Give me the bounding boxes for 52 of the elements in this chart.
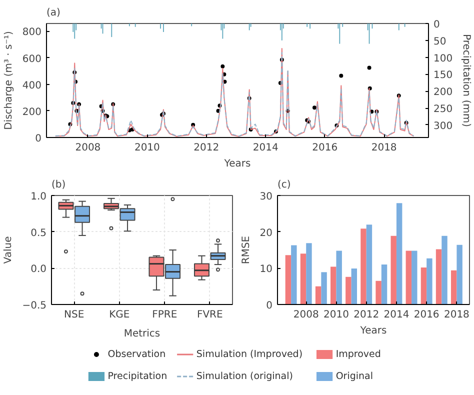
y-tick-label: 30: [260, 192, 273, 202]
y2-tick-label: 250: [434, 104, 453, 116]
x-tick-label: 2008: [75, 142, 101, 154]
x-tick-label: 2014: [384, 310, 410, 320]
x-tick-label: 2008: [293, 310, 319, 320]
x-tick-label: 2014: [252, 142, 278, 154]
x-tick-label: KGE: [109, 310, 130, 320]
y-tick-label: 400: [22, 80, 42, 92]
x-axis-title: Years: [359, 326, 387, 336]
y-tick-label: 0.5: [30, 228, 47, 239]
x-tick-label: 2010: [134, 142, 160, 154]
legend-label: Simulation (Improved): [196, 349, 303, 360]
y2-tick-label: 0: [434, 20, 440, 30]
y-tick-label: 0.0: [30, 264, 47, 276]
y-tick-label: 600: [22, 54, 42, 65]
y2-tick-label: 200: [434, 87, 453, 98]
x-tick-label: 2012: [354, 310, 380, 320]
y2-tick-label: 150: [434, 70, 453, 82]
y-tick-label: 20: [260, 228, 273, 239]
y-tick-label: 10: [260, 264, 273, 276]
y2-tick-label: 50: [434, 36, 446, 48]
chart-title: (b): [52, 180, 66, 190]
y2-tick-label: 300: [434, 120, 453, 132]
y-tick-label: 800: [22, 27, 42, 38]
y-tick-label: 0: [266, 300, 273, 312]
legend-label: Original: [336, 371, 374, 382]
x-axis-title: Years: [223, 158, 251, 170]
y2-tick-label: 100: [434, 53, 453, 64]
y-axis-title: Value: [3, 236, 14, 264]
x-tick-label: 2012: [194, 142, 220, 154]
x-tick-label: 2018: [444, 310, 470, 320]
chart-title: (c): [278, 180, 291, 190]
x-tick-label: FPRE: [152, 310, 178, 320]
legend-label: Improved: [336, 349, 381, 360]
y-axis-title: RMSE: [240, 236, 252, 264]
y-axis-title: Discharge (m³ · s⁻¹): [3, 30, 14, 130]
legend-label: Simulation (original): [196, 371, 293, 382]
x-tick-label: 2018: [371, 142, 397, 154]
legend-label: Precipitation: [108, 371, 168, 382]
y-tick-label: 200: [22, 106, 42, 118]
legend-label: Observation: [108, 349, 166, 360]
x-tick-label: 2016: [312, 142, 338, 154]
chart-title: (a): [46, 8, 61, 18]
y2-axis-title: Precipitation (mm): [460, 34, 472, 128]
y-tick-label: 0: [35, 134, 42, 144]
x-tick-label: FVRE: [196, 310, 223, 320]
x-tick-label: 2010: [324, 310, 349, 320]
x-tick-label: 2016: [414, 310, 440, 320]
y-tick-label: −0.5: [22, 300, 47, 312]
y-tick-label: 1.0: [30, 192, 47, 202]
x-axis-title: Metrics: [124, 328, 160, 340]
x-tick-label: NSE: [64, 310, 84, 320]
